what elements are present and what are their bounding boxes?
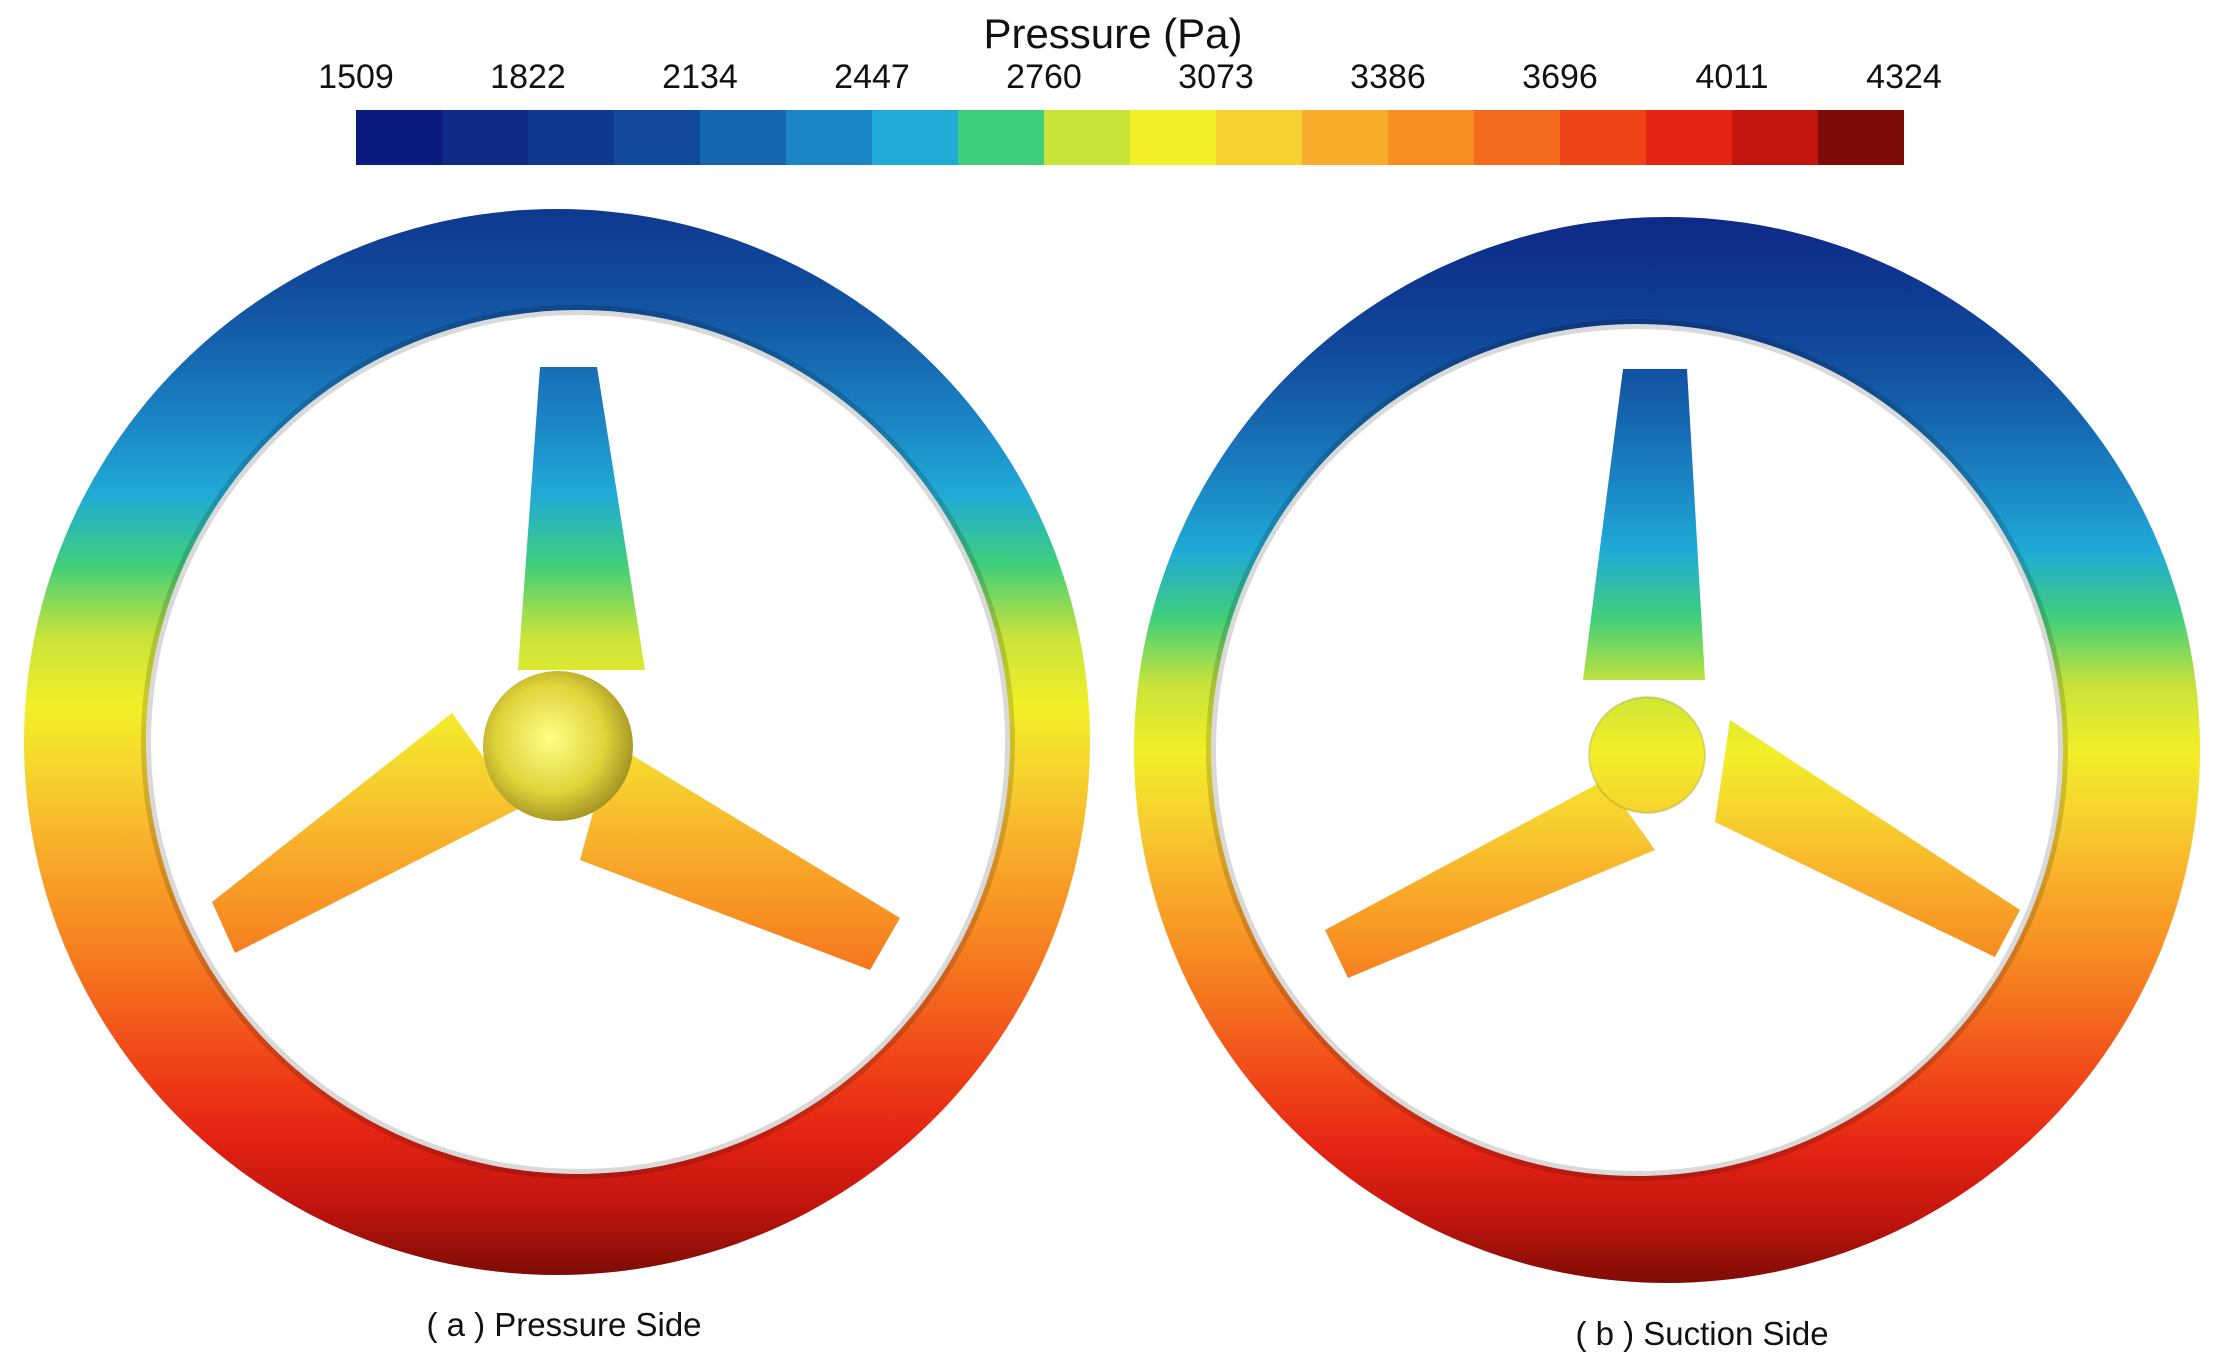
panel-a-blade-top (518, 367, 645, 670)
caption-pressure-side: ( a ) Pressure Side (426, 1306, 702, 1343)
colorbar-segment (1388, 110, 1474, 165)
colorbar-segment (1474, 110, 1560, 165)
colorbar-tick-label: 3073 (1178, 58, 1254, 96)
panel-a-blade-right (580, 743, 900, 970)
colorbar-segment (1216, 110, 1302, 165)
colorbar-segment (786, 110, 872, 165)
panel-b-ring-inner-shadow (1206, 319, 2068, 1181)
colorbar-segment (1044, 110, 1130, 165)
colorbar-segment (872, 110, 958, 165)
colorbar-segment (1130, 110, 1216, 165)
colorbar-segment (1818, 110, 1904, 165)
colorbar-segment (356, 110, 442, 165)
colorbar-segment (614, 110, 700, 165)
colorbar-tick-labels: 1509 1822 2134 2447 2760 3073 3386 3696 4011 4324 (0, 58, 2226, 106)
panel-b-suction-side (1130, 213, 2205, 1288)
colorbar-tick-label: 4324 (1866, 58, 1942, 96)
colorbar-title: Pressure (Pa) (983, 10, 1243, 57)
colorbar-tick-label: 3696 (1522, 58, 1598, 96)
colorbar-tick-label: 3386 (1350, 58, 1426, 96)
panel-a-hub (483, 671, 633, 821)
panel-b-blade-top (1583, 369, 1705, 680)
panel-a-blade-left (212, 713, 520, 953)
colorbar-segment (958, 110, 1044, 165)
panel-b-rotor (1325, 369, 2020, 978)
colorbar-tick-label: 2134 (662, 58, 738, 96)
colorbar-tick-label: 1509 (318, 58, 394, 96)
panel-a-pressure-side (20, 205, 1095, 1280)
colorbar-tick-label: 1822 (490, 58, 566, 96)
caption-suction-side: ( b ) Suction Side (1575, 1315, 1829, 1352)
colorbar-tick-label: 2760 (1006, 58, 1082, 96)
colorbar-segment (528, 110, 614, 165)
colorbar-segment (1732, 110, 1818, 165)
colorbar-segment (1302, 110, 1388, 165)
panel-b-blade-left (1325, 780, 1655, 978)
colorbar-segment (700, 110, 786, 165)
panel-b-hub (1588, 696, 1706, 814)
panel-a-ring-inner-shadow (141, 305, 1015, 1179)
colorbar-segment (442, 110, 528, 165)
panel-b-blade-right (1715, 720, 2020, 957)
pressure-colorbar (356, 110, 1904, 165)
colorbar-segment (1560, 110, 1646, 165)
panel-a-rotor (212, 367, 900, 970)
colorbar-tick-label: 4011 (1695, 58, 1769, 96)
colorbar-tick-label: 2447 (834, 58, 910, 96)
colorbar-segment (1646, 110, 1732, 165)
